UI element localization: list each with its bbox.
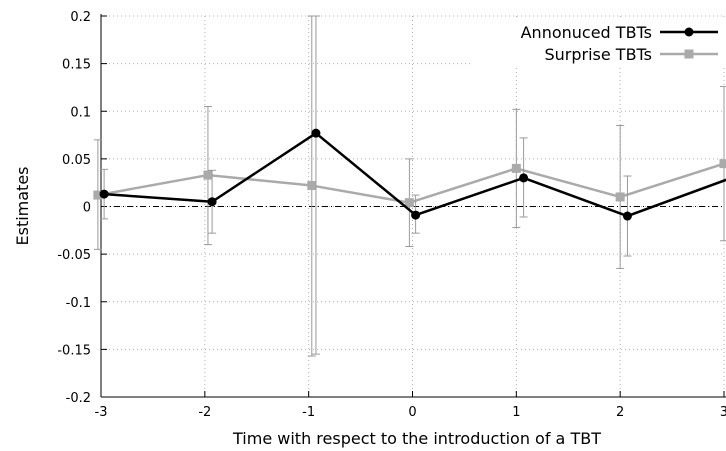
y-tick-label: -0.05 (57, 248, 91, 263)
data-point (207, 197, 217, 207)
data-point (307, 181, 317, 191)
legend-marker (684, 27, 694, 37)
legend-entry-announced: Annonuced TBTs (521, 23, 718, 42)
x-tick-label: 0 (408, 405, 416, 420)
data-point (519, 173, 529, 183)
data-point (311, 128, 321, 138)
data-point (203, 170, 213, 180)
data-point (93, 190, 103, 200)
x-tick-label: -3 (95, 405, 108, 420)
y-tick-label: 0.1 (70, 105, 91, 120)
data-point (411, 210, 421, 220)
data-point (511, 163, 521, 173)
legend-marker (684, 49, 694, 59)
data-point (404, 198, 414, 208)
y-axis-title: Estimates (13, 166, 32, 245)
legend-background (470, 18, 726, 66)
y-tick-label: 0.2 (70, 10, 91, 25)
legend: Annonuced TBTs Surprise TBTs (470, 18, 726, 66)
y-tick-label: -0.2 (66, 391, 91, 406)
x-tick-label: 3 (720, 405, 726, 420)
series-layer (93, 15, 726, 357)
x-tick-label: 2 (616, 405, 624, 420)
data-point (622, 211, 632, 221)
y-tick-label: -0.15 (57, 343, 91, 358)
x-axis-title: Time with respect to the introduction of… (232, 429, 601, 448)
legend-entry-surprise: Surprise TBTs (544, 45, 718, 64)
legend-label: Annonuced TBTs (521, 23, 652, 42)
series-surprise (93, 15, 726, 357)
axes: 0.2 0.15 0.1 0.05 0 -0.05 -0.1 -0.15 -0.2 -3 -2 -1 0… (57, 10, 726, 420)
y-tick-label: 0 (83, 201, 91, 216)
series-announced (99, 15, 726, 355)
y-tick-label: 0.05 (62, 153, 91, 168)
data-point (99, 189, 109, 199)
x-tick-label: -1 (302, 405, 315, 420)
y-tick-label: -0.1 (66, 296, 91, 311)
x-tick-label: -2 (198, 405, 211, 420)
series-line (97, 162, 725, 204)
legend-label: Surprise TBTs (544, 45, 652, 64)
y-tick-label: 0.15 (62, 58, 91, 73)
data-point (615, 192, 625, 202)
series-line (104, 131, 726, 218)
data-point (719, 159, 726, 169)
x-tick-label: 1 (512, 405, 520, 420)
